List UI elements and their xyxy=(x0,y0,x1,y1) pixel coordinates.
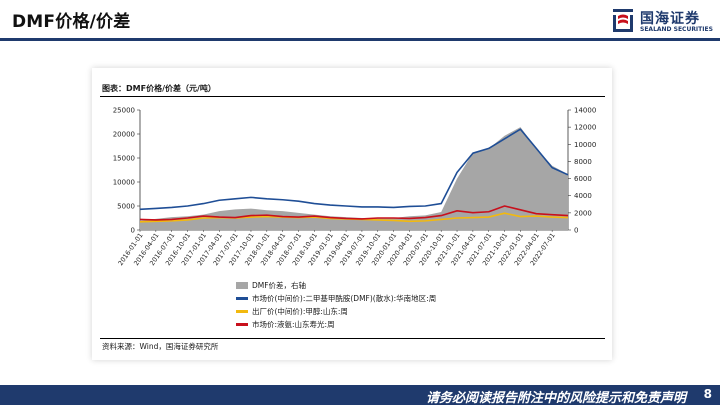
legend-label-ammonia: 市场价:液氨:山东寿光:周 xyxy=(252,320,335,329)
source-note: 资料来源：Wind，国海证券研究所 xyxy=(102,342,219,351)
y-right-tick-label: 4000 xyxy=(574,192,592,200)
logo-text-en: SEALAND SECURITIES xyxy=(640,26,713,33)
chart-caption: 图表：DMF价格/价差（元/吨） xyxy=(102,84,216,93)
y-right-tick-label: 10000 xyxy=(574,141,596,149)
y-left-tick-label: 20000 xyxy=(113,131,135,139)
sealand-logo-icon xyxy=(613,9,633,32)
series-line-ammonia xyxy=(139,205,569,221)
legend-label-methanol: 出厂价(中间价):甲醇:山东:周 xyxy=(252,307,348,316)
legend-swatch-spread xyxy=(236,282,248,289)
y-right-tick-label: 6000 xyxy=(574,175,592,183)
y-left-tick-label: 5000 xyxy=(117,203,135,211)
legend-swatch-methanol xyxy=(236,310,248,313)
logo-text-cn: 国海证券 xyxy=(640,11,700,27)
series-area-spread xyxy=(140,127,568,230)
legend-swatch-ammonia xyxy=(236,323,248,326)
y-right-tick-label: 0 xyxy=(574,227,578,235)
y-right-tick-label: 12000 xyxy=(574,124,596,132)
series-line-dmf xyxy=(139,128,569,211)
legend-label-spread: DMF价差，右轴 xyxy=(252,281,307,290)
y-right-tick-label: 2000 xyxy=(574,209,592,217)
y-left-tick-label: 15000 xyxy=(113,155,135,163)
brand-logo: 国海证券 SEALAND SECURITIES xyxy=(612,6,716,36)
y-left-tick-label: 10000 xyxy=(113,179,135,187)
header-rule xyxy=(0,38,720,41)
y-left-tick-label: 25000 xyxy=(113,107,135,115)
disclaimer-text: 请务必阅读报告附注中的风险提示和免责声明 xyxy=(425,391,686,406)
y-left-tick-label: 0 xyxy=(131,227,135,235)
y-right-tick-label: 8000 xyxy=(574,158,592,166)
source-divider xyxy=(100,338,605,339)
page-title: DMF价格/价差 xyxy=(12,12,131,32)
legend-label-dmf: 市场价(中间价):二甲基甲酰胺(DMF)(散水):华南地区:周 xyxy=(252,294,437,303)
legend-swatch-dmf xyxy=(236,297,248,300)
page-number: 8 xyxy=(703,387,712,401)
y-right-tick-label: 14000 xyxy=(574,107,596,115)
footer-bar: 请务必阅读报告附注中的风险提示和免责声明 8 xyxy=(0,385,720,406)
caption-divider xyxy=(100,96,605,97)
